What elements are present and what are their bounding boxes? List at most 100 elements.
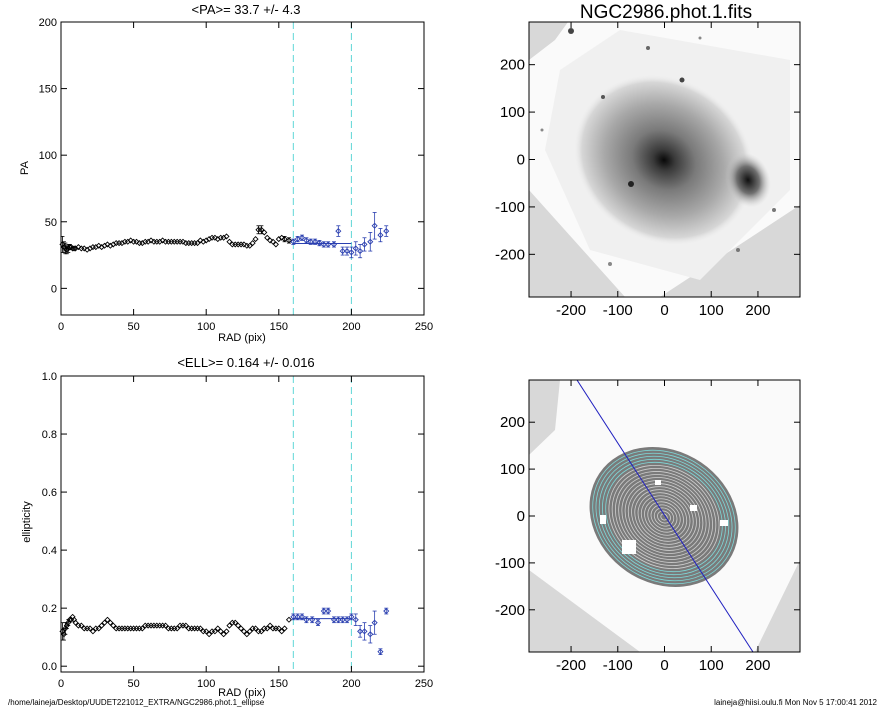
galaxy-ticks: -200 -100 0 100 200 200 100 0 -100 -200: [495, 22, 800, 319]
ell-point: [275, 625, 282, 632]
pa-point: [307, 238, 314, 245]
ell-point: [298, 613, 306, 620]
ell-x-tick-label: 100: [197, 678, 215, 690]
ell-point: [203, 628, 210, 635]
ell-point: [243, 631, 250, 638]
ell-point: [78, 622, 85, 629]
isophote-ellipse: [631, 486, 697, 548]
ell-point: [217, 628, 224, 635]
ell-y-tick-label: 0.8: [42, 429, 57, 441]
isophote-ellipse: [627, 483, 701, 551]
isophote-ellipse: [595, 452, 733, 582]
isophote-ellipse: [647, 501, 681, 533]
contour-y-tick-label: -200: [495, 602, 525, 619]
pa-point: [272, 241, 279, 248]
pa-point: [246, 242, 253, 249]
isophote-ellipse: [615, 471, 713, 563]
pa-point: [285, 237, 293, 244]
ell-point: [314, 619, 322, 626]
contour-y-tick-label: 0: [517, 508, 525, 525]
isophote-contours: [592, 449, 736, 585]
pa-point: [133, 238, 140, 245]
pa-point: [352, 245, 359, 252]
ell-y-tick-label: 1.0: [42, 371, 57, 383]
pa-point: [75, 244, 82, 251]
isophote-ellipse: [592, 449, 736, 585]
galaxy-y-tick-label: -200: [495, 246, 525, 263]
isophote-ellipse: [618, 474, 710, 560]
ell-point: [98, 622, 105, 629]
pa-point: [281, 236, 288, 243]
isophote-ellipse: [657, 510, 671, 524]
footer-user-date: laineja@hiisi.oulu.fi Mon Nov 5 17:00:41…: [714, 698, 877, 707]
contour-y-tick-label: 200: [500, 414, 525, 431]
ell-point: [72, 619, 79, 626]
major-axis-line: [576, 380, 754, 652]
ell-point: [290, 613, 297, 620]
pa-point: [261, 229, 268, 236]
pa-point: [197, 237, 204, 244]
pa-point: [179, 238, 187, 245]
contour-x-tick-label: 0: [660, 657, 668, 674]
pa-x-tick-label: 250: [415, 321, 433, 333]
pa-x-tick-label: 150: [270, 321, 288, 333]
ell-x-tick-label: 250: [415, 678, 433, 690]
isophote-ellipse: [608, 464, 720, 570]
pa-point: [303, 237, 310, 244]
pa-y-axis-label: PA: [19, 160, 31, 175]
isophote-ellipse: [640, 495, 688, 539]
pa-point: [357, 248, 364, 255]
ell-point: [339, 616, 346, 623]
galaxy-x-tick-label: 100: [699, 302, 724, 319]
galaxy-y-tick-label: -100: [495, 199, 525, 216]
ell-point: [303, 616, 310, 623]
contour-image-panel: -200 -100 0 100 200 200 100 0 -100 -200: [495, 379, 801, 674]
pa-point: [104, 241, 111, 248]
ell-plot-title: <ELL>= 0.164 +/- 0.016: [177, 355, 314, 370]
pa-point: [66, 244, 73, 251]
ell-point: [371, 619, 378, 626]
ell-point: [235, 622, 242, 629]
ell-x-axis-label: RAD (pix): [218, 687, 266, 699]
pa-point: [269, 238, 277, 245]
ell-point: [330, 616, 338, 623]
ell-x-tick-label: 150: [270, 678, 288, 690]
ell-point: [101, 619, 108, 626]
ell-point: [252, 625, 259, 632]
pa-x-tick-label: 0: [58, 321, 64, 333]
ell-point: [232, 619, 239, 626]
ell-point: [348, 613, 355, 620]
ell-point: [335, 616, 342, 623]
pa-point: [377, 232, 384, 239]
ell-point: [267, 622, 274, 629]
ell-point: [294, 613, 301, 620]
ell-point: [246, 628, 253, 635]
ell-point: [325, 608, 332, 615]
pa-point: [159, 237, 166, 244]
pa-point: [298, 234, 306, 241]
galaxy-image-title: NGC2986.phot.1.fits: [580, 2, 752, 23]
pa-point: [330, 241, 338, 248]
ell-point: [238, 625, 245, 632]
ell-point: [344, 616, 351, 623]
ell-point: [214, 625, 221, 632]
pa-plot-frame: [60, 21, 425, 316]
contour-y-tick-label: 100: [500, 461, 525, 478]
ell-point: [197, 625, 204, 632]
ell-x-tick-label: 200: [342, 678, 360, 690]
ell-point: [89, 628, 96, 635]
isophote-ellipse: [605, 461, 723, 573]
galaxy-y-tick-label: 100: [500, 104, 525, 121]
pa-point: [71, 245, 78, 252]
pa-point: [264, 234, 271, 241]
ell-plot: <ELL>= 0.164 +/- 0.016 0 50 100 150 200 250 0.…: [21, 355, 433, 699]
ell-y-tick-label: 0.2: [42, 603, 57, 615]
pa-point: [127, 237, 134, 244]
pa-y-tick-label: 50: [45, 217, 57, 229]
galaxy-x-tick-label: -200: [556, 302, 586, 319]
pa-point: [325, 241, 332, 248]
ell-point: [383, 608, 390, 615]
galaxy-y-tick-label: 0: [517, 152, 525, 169]
ell-point: [352, 616, 359, 623]
